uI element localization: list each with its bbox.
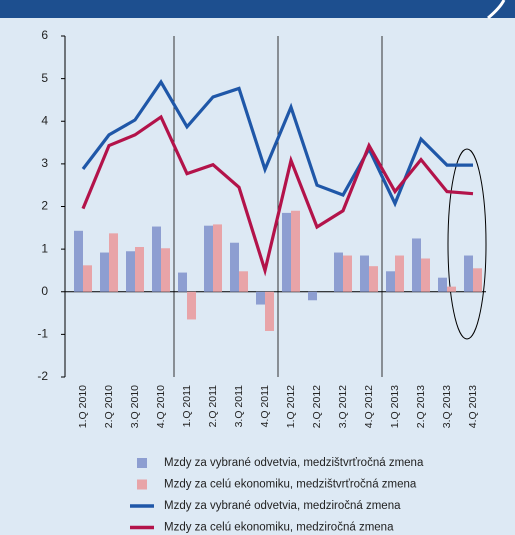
legend-swatch — [137, 479, 147, 490]
y-tick-label: -2 — [37, 369, 48, 383]
bar — [178, 272, 187, 292]
bar — [204, 225, 213, 292]
x-tick-label: 3.Q 2013 — [441, 385, 453, 428]
x-tick-label: 4.Q 2010 — [155, 385, 167, 428]
bar — [187, 291, 196, 320]
bar — [135, 246, 144, 292]
bar — [265, 291, 274, 331]
x-tick-label: 2.Q 2010 — [103, 385, 115, 428]
header-band — [0, 0, 515, 18]
bar — [161, 248, 170, 292]
bar — [152, 226, 161, 292]
bar — [213, 224, 222, 292]
bar — [438, 277, 447, 292]
x-tick-label: 4.Q 2011 — [259, 385, 271, 428]
x-tick-label: 2.Q 2012 — [311, 385, 323, 428]
bar — [83, 265, 92, 292]
y-tick-label: -1 — [37, 327, 48, 341]
x-tick-label: 2.Q 2011 — [207, 385, 219, 428]
y-tick-label: 3 — [41, 156, 48, 170]
x-tick-label: 1.Q 2012 — [285, 385, 297, 428]
bar — [369, 266, 378, 292]
bar — [308, 291, 317, 301]
x-tick-label: 4.Q 2012 — [363, 385, 375, 428]
y-tick-label: 6 — [41, 28, 48, 42]
bar — [473, 268, 482, 292]
bar — [334, 252, 343, 292]
y-tick-label: 0 — [41, 284, 48, 298]
bar — [109, 233, 118, 292]
bar — [395, 255, 404, 292]
x-tick-label: 2.Q 2013 — [415, 385, 427, 428]
highlight-ellipse — [447, 148, 487, 340]
bar — [464, 255, 473, 292]
line — [81, 79, 473, 208]
bar — [100, 252, 109, 292]
bar — [126, 251, 135, 292]
y-tick-label: 4 — [41, 113, 48, 127]
x-tick-label: 3.Q 2010 — [129, 385, 141, 428]
bar — [282, 212, 291, 292]
bar — [239, 271, 248, 292]
bar — [386, 271, 395, 292]
x-tick-label: 1.Q 2010 — [77, 385, 89, 428]
x-tick-label: 1.Q 2013 — [389, 385, 401, 428]
legend-swatch — [137, 458, 147, 468]
line — [81, 114, 474, 277]
y-tick-label: 5 — [41, 71, 48, 85]
bar — [360, 255, 369, 292]
header-decoration — [487, 0, 506, 20]
bar — [291, 210, 300, 292]
bar — [256, 291, 265, 305]
x-tick-label: 3.Q 2012 — [337, 385, 349, 428]
legend-label: Mzdy za celú ekonomiku, medzištvrťročná … — [164, 479, 417, 491]
bar — [412, 238, 421, 292]
x-tick-label: 1.Q 2011 — [181, 385, 193, 428]
bar — [343, 255, 352, 292]
y-tick-label: 1 — [41, 241, 48, 255]
bar — [421, 258, 430, 292]
legend-label: Mzdy za vybrané odvetvia, medziročná zme… — [164, 500, 401, 512]
bar — [230, 242, 239, 292]
x-tick-label: 3.Q 2011 — [233, 385, 245, 428]
legend-label: Mzdy za celú ekonomiku, medziročná zmena — [164, 522, 394, 534]
bar — [74, 230, 83, 292]
legend-label: Mzdy za vybrané odvetvia, medzištvrťročn… — [164, 457, 424, 469]
x-tick-label: 4.Q 2013 — [467, 385, 479, 428]
bar — [447, 286, 456, 292]
y-tick-label: 2 — [41, 199, 48, 213]
